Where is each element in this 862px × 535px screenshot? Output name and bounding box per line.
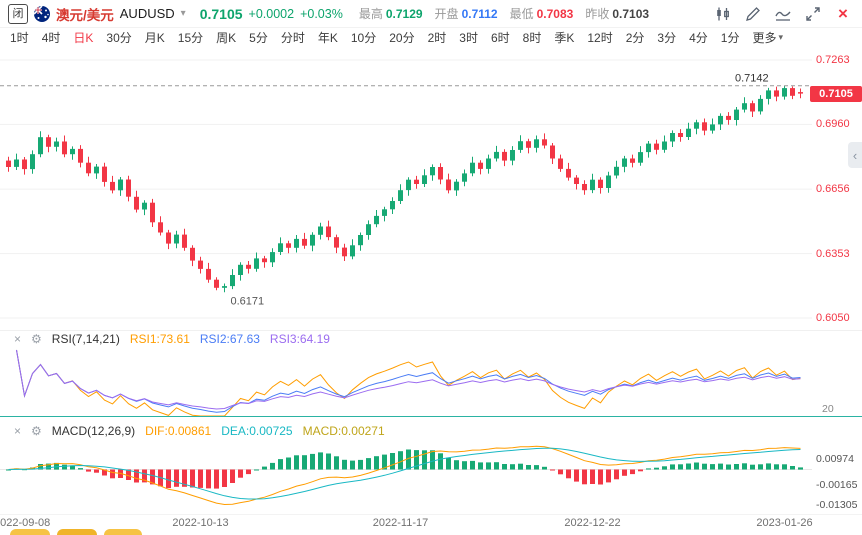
stat-open: 开盘 0.7112	[434, 6, 498, 22]
macd-value: DIF:0.00861	[145, 424, 212, 438]
rsi-value: RSI3:64.19	[269, 332, 330, 346]
timeframe-8时[interactable]: 8时	[522, 30, 542, 45]
current-price-tag: 0.7105	[810, 85, 862, 102]
timeframe-分时[interactable]: 分时	[280, 30, 305, 45]
date-label: 2022-11-17	[372, 517, 429, 529]
timeframe-日K[interactable]: 日K	[73, 30, 94, 45]
price-axis-label: 0.6656	[816, 183, 850, 196]
fullscreen-icon[interactable]	[804, 5, 822, 23]
stat-prev-close: 昨收 0.7103	[585, 6, 650, 22]
macd-panel-header: × ⚙ MACD(12,26,9) DIF:0.00861 DEA:0.00725…	[0, 423, 812, 439]
price-axis-label: 0.6050	[816, 312, 850, 324]
timeframe-20分[interactable]: 20分	[389, 30, 415, 45]
timeframe-3分[interactable]: 3分	[657, 30, 677, 45]
timeframe-2时[interactable]: 2时	[427, 30, 447, 45]
header-toolbar: ×	[714, 3, 854, 23]
svg-text:0.7142: 0.7142	[735, 73, 769, 85]
pair-code[interactable]: AUDUSD	[119, 6, 175, 21]
stat-high: 最高 0.7129	[358, 6, 423, 22]
right-panel-collapse-handle[interactable]: ‹	[848, 142, 862, 168]
price-axis-label: 0.7263	[816, 54, 850, 66]
rsi-title: RSI(7,14,21)	[51, 332, 120, 346]
macd-axis-label: -0.01305	[816, 499, 858, 511]
collapse-sidebar-button[interactable]: 闭	[8, 3, 28, 24]
rsi-level-label: 20	[822, 403, 834, 415]
price-change: +0.0002	[248, 6, 295, 21]
timeframe-3时[interactable]: 3时	[459, 30, 478, 45]
timeframe-4分[interactable]: 4分	[689, 30, 708, 45]
bottom-cut-button[interactable]	[10, 529, 50, 535]
date-label: 2022-12-22	[564, 517, 621, 529]
rsi-close-icon[interactable]: ×	[14, 332, 22, 346]
rsi-value: RSI2:67.63	[199, 332, 260, 346]
macd-axis-label: -0.00165	[816, 479, 858, 491]
date-axis: 2022-09-08 2022-10-13 2022-11-17 2022-12-22…	[0, 514, 862, 531]
australia-flag-icon	[34, 5, 50, 22]
rsi-level-line	[0, 416, 862, 417]
rsi-value: RSI1:73.61	[129, 332, 190, 346]
macd-values: DIF:0.00861 DEA:0.00725 MACD:0.00271	[145, 424, 384, 438]
last-price: 0.7105	[199, 5, 243, 22]
timeframe-12时[interactable]: 12时	[587, 30, 613, 45]
header-bar: 闭 澳元/美元 AUDUSD ▾ 0.7105 +0.0002 +0.03	[0, 0, 862, 28]
timeframe-2分[interactable]: 2分	[625, 30, 645, 45]
indicators-icon[interactable]	[774, 5, 792, 23]
timeframe-more-label: 更多	[752, 30, 777, 45]
timeframe-10分[interactable]: 10分	[350, 30, 377, 45]
macd-title: MACD(12,26,9)	[51, 424, 136, 438]
price-change-pct: +0.03%	[300, 6, 343, 21]
chart-style-icon[interactable]	[714, 5, 732, 23]
macd-close-icon[interactable]: ×	[14, 424, 22, 438]
timeframe-more[interactable]: 更多 ▾	[752, 29, 783, 46]
timeframe-30分[interactable]: 30分	[106, 30, 132, 45]
macd-value: DEA:0.00725	[221, 424, 293, 438]
svg-text:0.6171: 0.6171	[231, 295, 265, 307]
timeframe-5分[interactable]: 5分	[249, 30, 268, 45]
macd-axis-label: 0.00974	[816, 453, 854, 465]
timeframe-1时[interactable]: 1时	[10, 30, 29, 45]
chevron-down-icon: ▾	[778, 31, 783, 42]
timeframe-季K[interactable]: 季K	[554, 30, 575, 45]
timeframe-15分[interactable]: 15分	[177, 30, 204, 45]
macd-settings-icon[interactable]: ⚙	[31, 424, 42, 438]
pair-dropdown-caret[interactable]: ▾	[180, 8, 186, 19]
stat-low: 最低 0.7083	[509, 6, 574, 22]
rsi-svg[interactable]	[0, 348, 812, 418]
timeframe-bar: 1时 4时 日K 30分 月K 15分 周K 5分 分时 年K 10分 20分 2时 3时 6时 8时 季K 12…	[0, 28, 862, 46]
panel-divider	[0, 330, 862, 331]
date-label: 2022-10-13	[172, 517, 229, 529]
date-label: 2023-01-26	[756, 517, 813, 529]
timeframe-6时[interactable]: 6时	[490, 30, 510, 45]
bottom-cut-button[interactable]	[104, 529, 142, 535]
timeframe-1分[interactable]: 1分	[720, 30, 740, 45]
close-icon[interactable]: ×	[838, 3, 848, 23]
price-axis-label: 0.6353	[816, 247, 850, 260]
timeframe-周K[interactable]: 周K	[216, 30, 237, 45]
price-axis-label: 0.6960	[816, 118, 850, 131]
timeframe-4时[interactable]: 4时	[41, 30, 61, 45]
macd-value: MACD:0.00271	[302, 424, 385, 438]
daily-stats: 最高 0.7129 开盘 0.7112 最低 0.7083 昨收 0.7103	[359, 5, 649, 22]
rsi-settings-icon[interactable]: ⚙	[31, 332, 42, 346]
timeframe-月K[interactable]: 月K	[144, 30, 165, 45]
bottom-cut-button[interactable]	[57, 529, 97, 535]
macd-svg[interactable]	[0, 441, 812, 511]
main-chart-svg[interactable]: 0.7142 0.6171	[0, 46, 812, 330]
pair-name[interactable]: 澳元/美元	[56, 7, 114, 23]
rsi-values: RSI1:73.61 RSI2:67.63 RSI3:64.19	[130, 332, 330, 346]
timeframe-年K[interactable]: 年K	[317, 30, 338, 45]
draw-pencil-icon[interactable]	[744, 5, 762, 23]
date-label: 2022-09-08	[0, 517, 51, 529]
rsi-panel-header: × ⚙ RSI(7,14,21) RSI1:73.61 RSI2:67.63 RSI…	[0, 331, 812, 347]
